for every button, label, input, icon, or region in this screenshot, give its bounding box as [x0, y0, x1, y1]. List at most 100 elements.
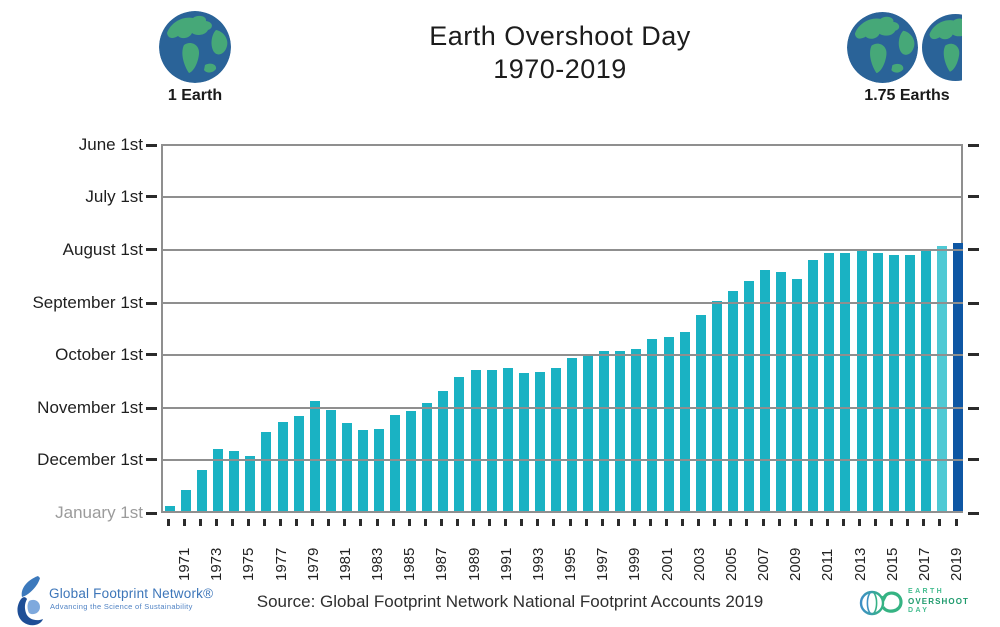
- bar-2001: [663, 337, 674, 511]
- x-axis-label-1971: 1971: [176, 547, 194, 581]
- y-axis-label-january-1st: January 1st: [55, 503, 143, 522]
- legend-label-175-earths: 1.75 Earths: [864, 87, 950, 104]
- x-axis-tick-1976: [262, 519, 266, 526]
- x-axis-tick-2009: [793, 519, 797, 526]
- bar-2014: [872, 253, 883, 511]
- three-quarter-earth-icon: [922, 14, 962, 81]
- bar-chart-plot-area: [161, 145, 963, 513]
- earth-globe-icon: [159, 11, 231, 83]
- bar-2002: [679, 332, 690, 511]
- bar-1997: [599, 351, 610, 511]
- y-axis-tick-left: [146, 143, 157, 147]
- x-axis-tick-1979: [311, 519, 315, 526]
- y-axis-tick-left: [146, 406, 157, 410]
- footprint-leaf-icon: [13, 575, 47, 627]
- x-axis-tick-2019: [954, 519, 958, 526]
- x-axis-tick-2015: [890, 519, 894, 526]
- gridline-september-1st: [161, 302, 963, 305]
- bar-1971: [181, 490, 192, 511]
- bar-1995: [567, 358, 578, 511]
- x-axis-label-1989: 1989: [465, 547, 483, 581]
- y-axis-tick-right: [968, 511, 979, 515]
- x-axis-tick-1999: [632, 519, 636, 526]
- y-axis-tick-left: [146, 458, 157, 462]
- bar-2012: [840, 253, 851, 511]
- x-axis-tick-2001: [665, 519, 669, 526]
- x-axis-label-1981: 1981: [336, 547, 354, 581]
- earth-overshoot-day-loop-icon: [858, 583, 904, 621]
- source-text: Source: Global Footprint Network Nationa…: [256, 592, 764, 611]
- x-axis-tick-1973: [214, 519, 218, 526]
- bar-1991: [502, 368, 513, 511]
- bar-1975: [245, 456, 256, 511]
- x-axis-tick-2000: [648, 519, 652, 526]
- x-axis-label-2017: 2017: [915, 547, 933, 581]
- x-axis-tick-1992: [520, 519, 524, 526]
- bar-1976: [261, 431, 272, 511]
- x-axis-tick-1971: [182, 519, 186, 526]
- bar-1993: [534, 371, 545, 511]
- y-axis-tick-right: [968, 353, 979, 357]
- y-axis-label-august-1st: August 1st: [62, 239, 143, 259]
- bar-2006: [743, 280, 754, 511]
- x-axis-label-1979: 1979: [304, 547, 322, 581]
- x-axis-label-2019: 2019: [948, 547, 965, 581]
- x-axis-label-2009: 2009: [787, 547, 805, 581]
- y-axis-tick-right: [968, 143, 979, 147]
- y-axis-label-june-1st: June 1st: [78, 135, 143, 154]
- eod-logo-line3: DAY: [908, 607, 930, 614]
- y-axis-label-october-1st: October 1st: [55, 344, 143, 364]
- bar-1978: [293, 416, 304, 511]
- y-axis-tick-right: [968, 406, 979, 410]
- gridline-december-1st: [161, 458, 963, 461]
- bar-2004: [711, 301, 722, 511]
- x-axis-tick-2005: [729, 519, 733, 526]
- gfn-logo-name: Global Footprint Network®: [49, 586, 214, 601]
- y-axis-label-july-1st: July 1st: [85, 186, 143, 206]
- bar-2009: [792, 278, 803, 511]
- x-axis-tick-1982: [359, 519, 363, 526]
- x-axis-tick-1990: [488, 519, 492, 526]
- bar-2011: [824, 253, 835, 511]
- x-axis-label-1983: 1983: [369, 547, 387, 581]
- x-axis-tick-1970: [166, 519, 170, 526]
- x-axis-tick-2003: [697, 519, 701, 526]
- bar-1992: [518, 373, 529, 511]
- bar-1972: [197, 469, 208, 511]
- bar-2000: [647, 339, 658, 511]
- x-axis-tick-1974: [230, 519, 234, 526]
- x-axis-label-1991: 1991: [497, 547, 515, 581]
- chart-title-line1: Earth Overshoot Day: [429, 21, 691, 51]
- x-axis-tick-1995: [568, 519, 572, 526]
- x-axis-tick-1991: [504, 519, 508, 526]
- bar-1973: [213, 449, 224, 511]
- bar-2003: [695, 315, 706, 511]
- bar-1984: [390, 414, 401, 511]
- x-axis-tick-2004: [713, 519, 717, 526]
- y-axis-tick-right: [968, 195, 979, 199]
- x-axis-tick-2014: [874, 519, 878, 526]
- bar-1998: [615, 351, 626, 511]
- x-axis-tick-1984: [391, 519, 395, 526]
- bar-2017: [920, 249, 931, 511]
- x-axis-label-1997: 1997: [594, 547, 612, 581]
- y-axis-label-december-1st: December 1st: [37, 449, 143, 469]
- x-axis-tick-1985: [407, 519, 411, 526]
- bar-2018: [936, 246, 947, 511]
- bar-2008: [776, 272, 787, 511]
- y-axis-tick-left: [146, 248, 157, 252]
- gridline-november-1st: [161, 407, 963, 410]
- x-axis-label-1995: 1995: [562, 547, 580, 581]
- x-axis-tick-2013: [858, 519, 861, 526]
- bar-1970: [165, 505, 175, 511]
- x-axis-tick-1983: [375, 519, 379, 526]
- x-axis-label-2005: 2005: [722, 547, 740, 581]
- x-axis-tick-1998: [616, 519, 620, 526]
- gridline-october-1st: [161, 353, 963, 356]
- x-axis-label-1987: 1987: [433, 547, 451, 581]
- chart-title: Earth Overshoot Day 1970-2019: [300, 20, 820, 86]
- x-axis-label-2003: 2003: [690, 547, 708, 581]
- x-axis-label-1985: 1985: [401, 547, 419, 581]
- bar-1987: [438, 390, 449, 511]
